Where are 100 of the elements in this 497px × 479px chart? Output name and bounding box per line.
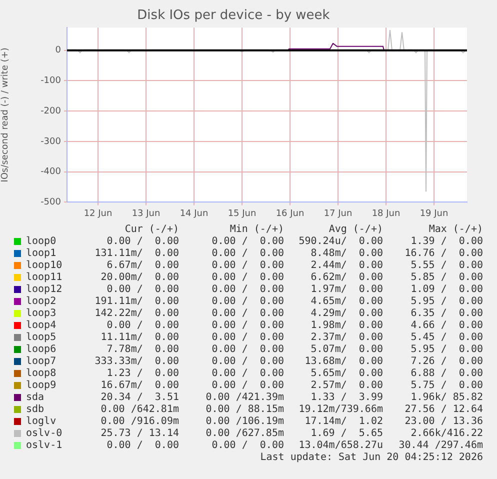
text: Avg (-/+) xyxy=(328,224,383,236)
text: 16.67m/ 0.00 xyxy=(100,380,179,392)
text: 25.73 / 13.14 xyxy=(100,428,179,440)
text: Last update: Sat Jun 20 04:25:12 2026 xyxy=(260,452,483,464)
x-tick-label: 17 Jun xyxy=(324,208,352,219)
text: 0.00 / 0.00 xyxy=(106,284,179,296)
legend-label: loop7 xyxy=(26,356,56,368)
text: 6.35 / 0.00 xyxy=(410,308,483,320)
text: 0.00 / 0.00 xyxy=(212,308,284,320)
text: 0.00 / 0.00 xyxy=(212,368,284,380)
text: 0.00 /421.39m xyxy=(206,392,284,404)
text: 5.95 / 0.00 xyxy=(410,344,483,356)
y-tick-label: 0 xyxy=(55,46,62,56)
x-tick-label: 12 Jun xyxy=(84,208,112,219)
legend-label: oslv-1 xyxy=(26,440,62,452)
legend-label: loop9 xyxy=(26,380,56,392)
text: 13.04m/658.27u xyxy=(298,440,383,452)
text: 4.65m/ 0.00 xyxy=(310,296,383,308)
text: 0.00 / 0.00 xyxy=(212,272,284,284)
text: 4.66 / 0.00 xyxy=(410,320,483,332)
text: 0.00 / 0.00 xyxy=(212,344,284,356)
text: 333.33m/ 0.00 xyxy=(94,356,179,368)
text: 11.11m/ 0.00 xyxy=(100,332,179,344)
text: 2.44m/ 0.00 xyxy=(310,260,383,272)
text: 5.75 / 0.00 xyxy=(410,380,483,392)
chart-title: Disk IOs per device - by week xyxy=(137,8,330,24)
text: 1.96k/ 85.82 xyxy=(410,392,483,404)
text: 16.76 / 0.00 xyxy=(404,248,483,260)
text: 0.00 / 88.15m xyxy=(206,404,284,416)
legend-label: loop10 xyxy=(26,260,62,272)
text: 0.00 / 0.00 xyxy=(212,296,284,308)
text: 1.09 / 0.00 xyxy=(410,284,483,296)
legend-label: loop4 xyxy=(26,320,56,332)
text: 6.62m/ 0.00 xyxy=(310,272,383,284)
text: 0.00 / 0.00 xyxy=(212,248,284,260)
legend-label: sda xyxy=(26,392,44,404)
x-tick-label: 16 Jun xyxy=(276,208,304,219)
legend-label: loop12 xyxy=(26,284,62,296)
text: 0.00 / 0.00 xyxy=(212,356,284,368)
text: 2.66k/416.22 xyxy=(410,428,483,440)
x-tick-label: 14 Jun xyxy=(180,208,208,219)
legend-label: loop8 xyxy=(26,368,56,380)
text: 0.00 / 0.00 xyxy=(212,236,284,248)
text: 13.68m/ 0.00 xyxy=(304,356,383,368)
text: 0.00 /627.85m xyxy=(206,428,284,440)
y-tick-label: -400 xyxy=(40,167,62,178)
text: 2.37m/ 0.00 xyxy=(310,332,383,344)
text: 0.00 / 0.00 xyxy=(106,440,179,452)
text: 0.00 / 0.00 xyxy=(212,320,284,332)
legend-label: loop11 xyxy=(26,272,62,284)
text: 131.11m/ 0.00 xyxy=(94,248,179,260)
text: 27.56 / 12.64 xyxy=(404,404,483,416)
text: 2.57m/ 0.00 xyxy=(310,380,383,392)
y-tick-label: -500 xyxy=(40,198,62,208)
y-tick-label: -200 xyxy=(40,106,62,116)
text: 590.24u/ 0.00 xyxy=(298,236,383,248)
legend-label: sdb xyxy=(26,404,44,416)
text: 1.39 / 0.00 xyxy=(410,236,483,248)
x-tick-label: 13 Jun xyxy=(132,208,160,219)
y-tick-label: -300 xyxy=(40,136,62,147)
text: Cur (-/+) xyxy=(124,224,179,236)
text: 23.00 / 13.36 xyxy=(404,416,483,428)
text: 1.23 / 0.00 xyxy=(106,368,179,380)
legend-label: loop3 xyxy=(26,308,56,320)
text: 0.00 / 0.00 xyxy=(212,284,284,296)
text: 6.67m/ 0.00 xyxy=(106,260,179,272)
text: 7.78m/ 0.00 xyxy=(106,344,179,356)
text: 0.00 / 0.00 xyxy=(106,320,179,332)
text: 19.12m/739.66m xyxy=(298,404,383,416)
legend-label: loglv xyxy=(26,416,56,428)
text: 30.44 /297.46m xyxy=(398,440,483,452)
legend-label: loop5 xyxy=(26,332,56,344)
text: Max (-/+) xyxy=(428,224,483,236)
text: 5.85 / 0.00 xyxy=(410,272,483,284)
text: 5.65m/ 0.00 xyxy=(310,368,383,380)
legend-label: oslv-0 xyxy=(26,428,62,440)
legend-label: loop1 xyxy=(26,248,56,260)
y-axis-title: IOs/second read (-) / write (+) xyxy=(0,48,11,182)
text: 5.95 / 0.00 xyxy=(410,296,483,308)
text: 0.00 / 0.00 xyxy=(212,380,284,392)
text: 0.00 /642.81m xyxy=(100,404,179,416)
text: 1.97m/ 0.00 xyxy=(310,284,383,296)
text: 17.14m/ 1.02 xyxy=(304,416,383,428)
text: 1.33 / 3.99 xyxy=(310,392,383,404)
text: 0.00 / 0.00 xyxy=(212,440,284,452)
text: 0.00 / 0.00 xyxy=(212,260,284,272)
text: 0.00 / 0.00 xyxy=(212,332,284,344)
x-tick-label: 19 Jun xyxy=(420,208,448,219)
text: 0.00 / 0.00 xyxy=(106,236,179,248)
text: 4.29m/ 0.00 xyxy=(310,308,383,320)
text: 1.69 / 5.65 xyxy=(310,428,383,440)
y-tick-label: -100 xyxy=(40,76,62,86)
x-tick-label: 18 Jun xyxy=(372,208,400,219)
text: 6.88 / 0.00 xyxy=(410,368,483,380)
legend-label: loop0 xyxy=(26,236,56,248)
text: 7.26 / 0.00 xyxy=(410,356,483,368)
text: 142.22m/ 0.00 xyxy=(94,308,179,320)
text: 5.45 / 0.00 xyxy=(410,332,483,344)
x-tick-label: 15 Jun xyxy=(228,208,256,219)
text: 0.00 /916.09m xyxy=(100,416,179,428)
